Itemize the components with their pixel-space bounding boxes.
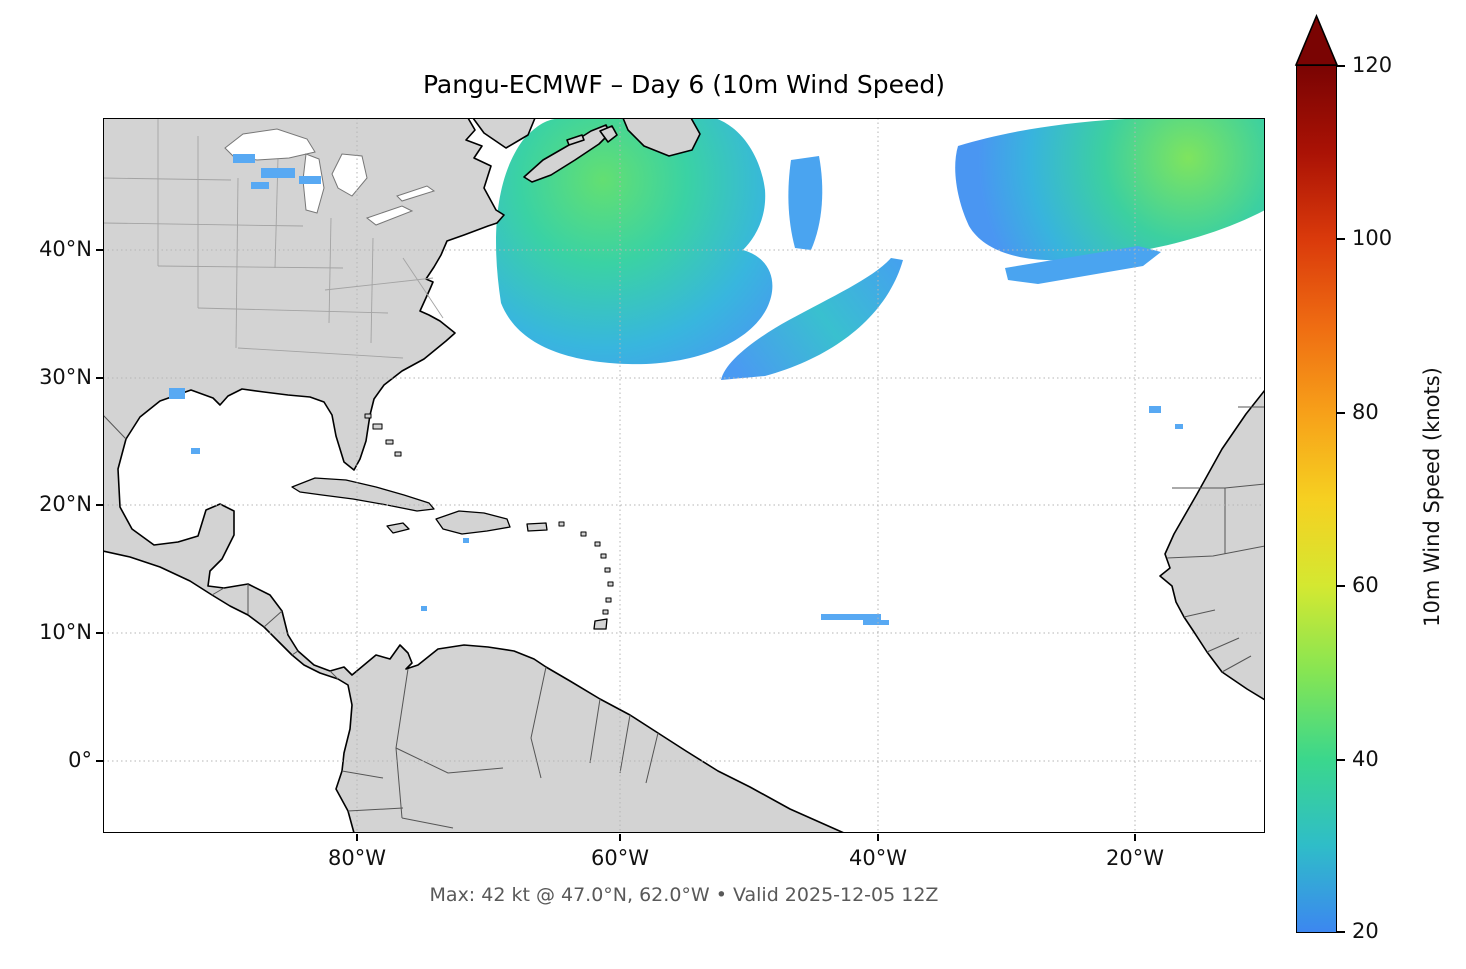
wind-blob-nw-atlantic bbox=[496, 118, 773, 365]
colorbar-tick-label-60: 60 bbox=[1352, 573, 1379, 597]
footer-caption: Max: 42 kt @ 47.0°N, 62.0°W • Valid 2025… bbox=[429, 884, 939, 906]
colorbar-axis-label: 10m Wind Speed (knots) bbox=[1420, 367, 1444, 627]
x-tick-label-20w: 20°W bbox=[1106, 846, 1164, 870]
lake-huron bbox=[331, 153, 368, 197]
colorbar-extend-triangle bbox=[1294, 14, 1339, 66]
land-new-brunswick bbox=[472, 118, 536, 149]
wind-band-east-of-newfoundland bbox=[788, 156, 823, 250]
island-trinidad bbox=[593, 618, 608, 630]
y-tick-mark-10n bbox=[96, 632, 103, 634]
colorbar-gradient bbox=[1296, 65, 1337, 933]
y-tick-label-10n: 10°N bbox=[39, 620, 92, 644]
colorbar-tick-mark-40 bbox=[1337, 759, 1345, 761]
lake-ontario bbox=[396, 185, 436, 202]
colorbar-tick-label-40: 40 bbox=[1352, 747, 1379, 771]
x-tick-label-40w: 40°W bbox=[849, 846, 907, 870]
wind-small-patches bbox=[169, 154, 1183, 625]
gridlines bbox=[103, 118, 1265, 833]
land-newfoundland bbox=[622, 118, 701, 157]
y-tick-mark-30n bbox=[96, 377, 103, 379]
us-state-borders bbox=[103, 118, 444, 359]
land-americas bbox=[103, 118, 845, 833]
island-cuba bbox=[291, 477, 435, 512]
islands-bahamas bbox=[364, 413, 402, 457]
country-borders bbox=[103, 406, 1265, 829]
y-tick-label-40n: 40°N bbox=[39, 237, 92, 261]
colorbar-tick-mark-100 bbox=[1337, 238, 1345, 240]
x-tick-label-80w: 80°W bbox=[328, 846, 386, 870]
y-tick-label-30n: 30°N bbox=[39, 365, 92, 389]
y-tick-mark-20n bbox=[96, 504, 103, 506]
colorbar-tick-mark-80 bbox=[1337, 412, 1345, 414]
y-tick-label-20n: 20°N bbox=[39, 492, 92, 516]
lake-erie bbox=[365, 205, 414, 226]
map-plot-area bbox=[103, 118, 1265, 833]
map-canvas bbox=[103, 118, 1265, 833]
plot-title: Pangu-ECMWF – Day 6 (10m Wind Speed) bbox=[422, 70, 946, 99]
colorbar-tick-mark-20 bbox=[1337, 931, 1345, 933]
great-lakes bbox=[224, 128, 436, 226]
colorbar-tick-label-20: 20 bbox=[1352, 919, 1379, 943]
x-tick-mark-20w bbox=[1134, 834, 1136, 841]
colorbar-tick-mark-120 bbox=[1337, 65, 1345, 67]
x-tick-mark-80w bbox=[356, 834, 358, 841]
island-puerto-rico bbox=[526, 522, 548, 532]
islands-lesser-antilles bbox=[558, 521, 614, 615]
colorbar-tick-label-100: 100 bbox=[1352, 226, 1393, 250]
y-tick-mark-40n bbox=[96, 249, 103, 251]
islands bbox=[291, 413, 614, 630]
y-tick-label-0: 0° bbox=[68, 748, 92, 772]
island-jamaica bbox=[386, 522, 410, 534]
wind-shading bbox=[496, 118, 1265, 380]
land-prince-edward-island bbox=[566, 134, 585, 146]
x-tick-mark-60w bbox=[619, 834, 621, 841]
land-cape-breton bbox=[599, 125, 618, 143]
colorbar-tick-label-80: 80 bbox=[1352, 400, 1379, 424]
wind-band-ne-atlantic-tail bbox=[1005, 246, 1161, 284]
colorbar-tick-mark-60 bbox=[1337, 585, 1345, 587]
island-hispaniola bbox=[435, 510, 511, 535]
wind-blob-ne-atlantic bbox=[955, 118, 1265, 261]
x-tick-mark-40w bbox=[877, 834, 879, 841]
colorbar-tick-label-120: 120 bbox=[1352, 53, 1393, 77]
land-africa bbox=[1159, 389, 1265, 701]
x-tick-label-60w: 60°W bbox=[591, 846, 649, 870]
y-tick-mark-0 bbox=[96, 760, 103, 762]
land-masses bbox=[103, 118, 1265, 833]
wind-crescent-band bbox=[721, 258, 903, 380]
